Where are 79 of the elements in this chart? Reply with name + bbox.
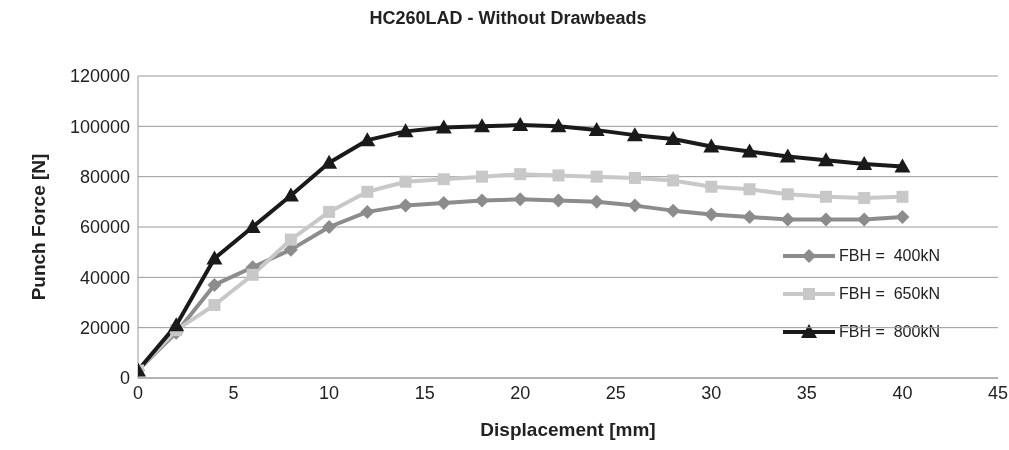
point <box>550 118 567 133</box>
x-tick-label: 15 <box>414 382 435 403</box>
point <box>322 220 337 234</box>
point <box>628 171 641 184</box>
x-tick-label: 5 <box>228 382 239 403</box>
point <box>781 188 794 201</box>
point <box>360 204 375 219</box>
point <box>704 207 719 222</box>
point <box>858 192 871 205</box>
point <box>588 122 605 137</box>
point <box>361 185 374 198</box>
point <box>589 194 604 209</box>
x-tick-label: 20 <box>510 382 531 403</box>
point <box>856 156 873 171</box>
point <box>476 170 488 183</box>
y-tick-label: 0 <box>119 368 130 389</box>
point <box>703 138 720 153</box>
point <box>626 127 643 142</box>
point <box>359 132 376 147</box>
point <box>779 148 796 163</box>
point <box>436 196 451 211</box>
point <box>475 193 489 208</box>
point <box>551 193 566 208</box>
point <box>818 152 834 167</box>
point <box>168 317 185 332</box>
point <box>208 299 221 312</box>
point <box>894 158 911 173</box>
point <box>399 175 412 188</box>
point <box>512 117 529 132</box>
point <box>741 143 758 158</box>
x-tick-label: 0 <box>132 382 144 403</box>
point <box>666 203 681 218</box>
point <box>665 130 682 145</box>
point <box>857 212 872 227</box>
y-tick-label: 60000 <box>79 217 130 238</box>
point <box>819 212 833 227</box>
point <box>206 250 223 265</box>
point <box>437 173 450 186</box>
point <box>895 209 910 224</box>
x-tick-label: 25 <box>605 382 626 403</box>
point <box>743 183 756 196</box>
point <box>742 209 757 224</box>
y-tick-label: 120000 <box>69 66 130 87</box>
point <box>627 198 642 213</box>
point <box>514 168 527 181</box>
legend-label: FBH = 650kN <box>839 285 940 303</box>
point <box>590 170 603 183</box>
point <box>667 174 680 187</box>
point <box>552 169 565 182</box>
chart-title: HC260LAD - Without Drawbeads <box>368 8 648 30</box>
x-axis-title: Displacement [mm] <box>480 419 656 440</box>
point <box>284 233 297 246</box>
point <box>207 277 222 292</box>
point <box>244 219 261 233</box>
x-tick-label: 35 <box>796 382 817 403</box>
point <box>435 119 452 134</box>
x-tick-label: 10 <box>319 382 340 403</box>
point <box>820 190 832 203</box>
x-tick-label: 45 <box>987 382 1009 403</box>
point <box>321 154 338 169</box>
legend-label: FBH = 400kN <box>839 247 940 265</box>
point <box>474 118 490 133</box>
point <box>282 187 299 202</box>
y-axis-title: Punch Force [N] <box>27 153 49 301</box>
y-tick-label: 100000 <box>69 116 130 137</box>
point <box>705 180 718 193</box>
point <box>323 205 336 218</box>
point <box>398 198 413 213</box>
point <box>246 268 259 281</box>
x-tick-label: 30 <box>701 382 722 403</box>
point <box>780 212 795 227</box>
x-tick-label: 40 <box>892 382 913 403</box>
point <box>896 190 909 203</box>
point <box>397 123 414 138</box>
y-tick-label: 40000 <box>79 267 130 288</box>
point <box>513 192 528 207</box>
legend-label: FBH = 800kN <box>839 323 940 341</box>
y-tick-label: 20000 <box>79 318 130 339</box>
y-tick-label: 80000 <box>79 167 130 188</box>
